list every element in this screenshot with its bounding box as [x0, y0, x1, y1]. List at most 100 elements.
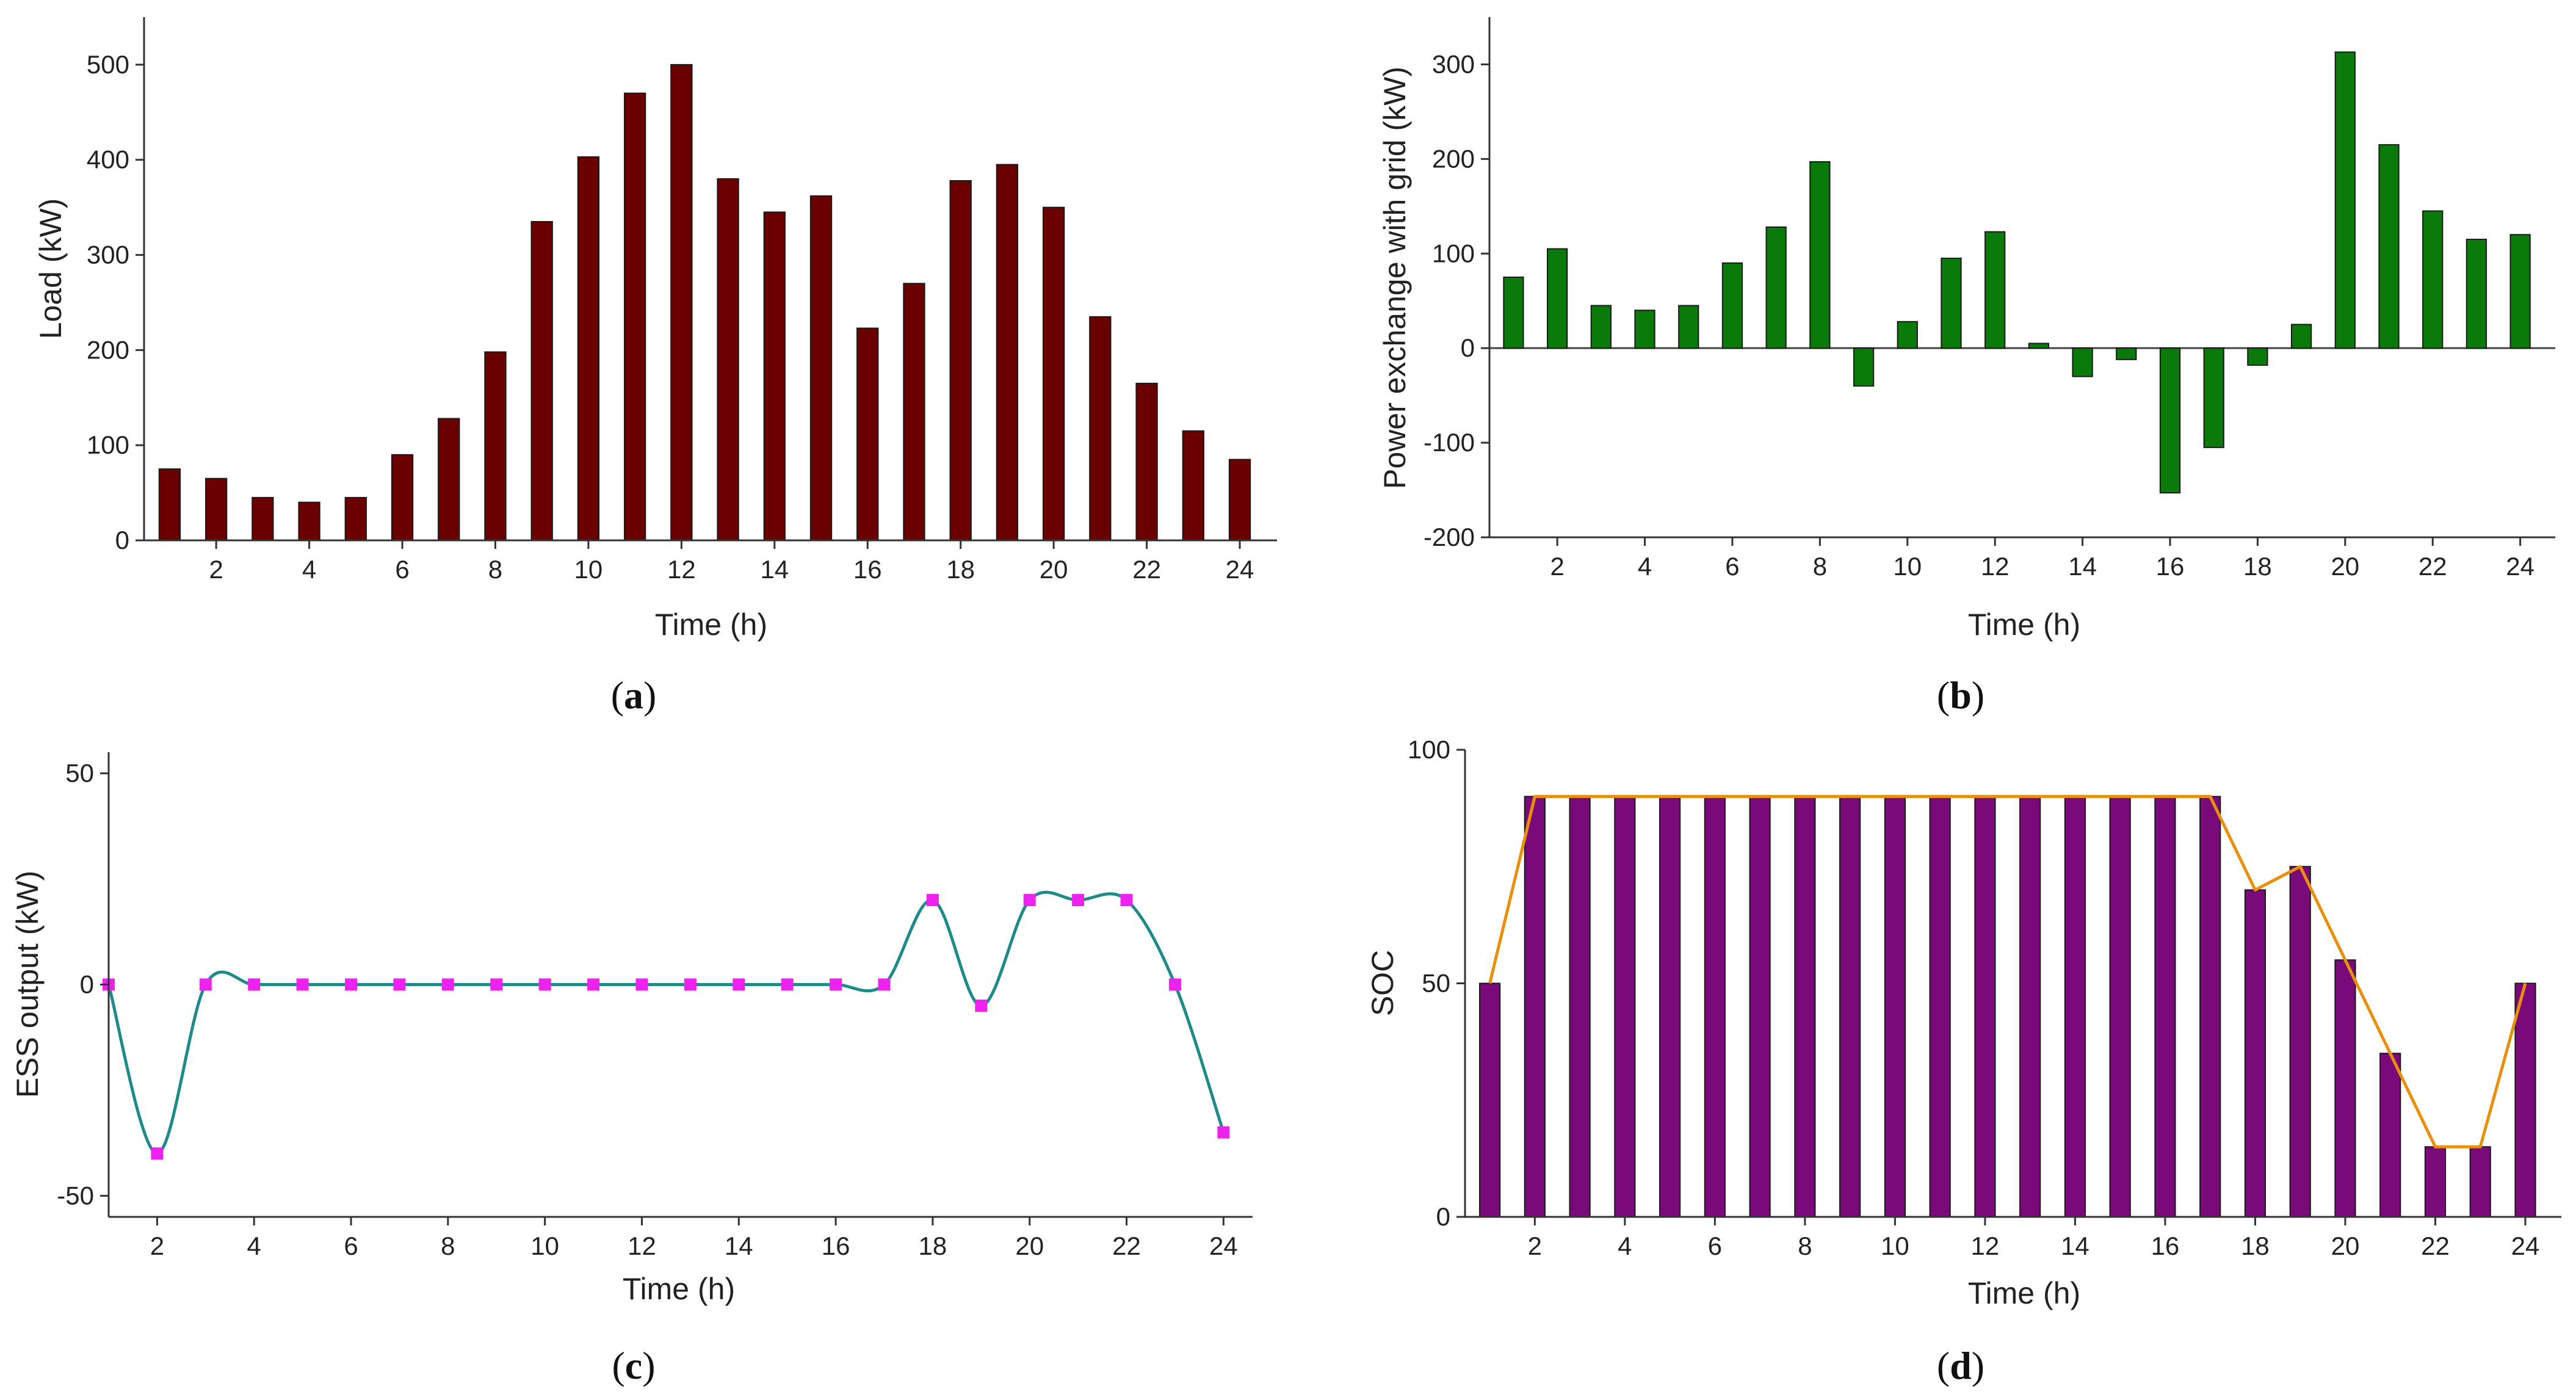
panel-a-xtick-label: 6	[395, 555, 409, 584]
panel-d-xtick-label: 20	[2331, 1232, 2360, 1260]
panel-b-bar	[2422, 210, 2444, 349]
panel-b-bar	[1984, 231, 2006, 349]
panel-a-xtick-label: 8	[488, 555, 502, 584]
panel-c-marker	[975, 1000, 988, 1012]
panel-c-marker	[345, 978, 358, 991]
panel-d-bar	[1478, 982, 1501, 1217]
panel-b-xtick-label: 16	[2156, 552, 2185, 581]
panel-b-bar	[2334, 51, 2356, 349]
panel-a-bar	[204, 477, 228, 542]
panel-c-marker	[1217, 1126, 1230, 1139]
panel-a-ylabel: Load (kW)	[34, 198, 68, 339]
panel-c-xtick-label: 10	[530, 1232, 559, 1260]
panel-d-xtick-label: 6	[1708, 1232, 1722, 1260]
panel-b-xtick-label: 20	[2331, 552, 2359, 581]
panel-d-bar	[2514, 982, 2536, 1217]
panel-a-xtick-label: 2	[209, 555, 223, 584]
panel-a-xtick-label: 14	[760, 555, 789, 584]
panel-a-bar	[577, 156, 600, 541]
panel-d-bar	[1749, 796, 1771, 1217]
panel-a-xtick-label: 22	[1132, 555, 1161, 584]
panel-a-bar	[1089, 316, 1112, 541]
panel-b-xtick-label: 10	[1893, 552, 1922, 581]
panel-c-xlabel: Time (h)	[623, 1272, 735, 1306]
panel-a-bar	[251, 496, 274, 542]
panel-c-marker	[684, 978, 696, 991]
panel-d-bar	[2199, 796, 2221, 1217]
panel-b-xtick-label: 2	[1550, 552, 1564, 581]
panel-a-bar	[438, 418, 460, 541]
panel-a-xtick-label: 12	[667, 555, 696, 584]
panel-a-bar	[344, 496, 367, 542]
panel-c-marker	[878, 978, 891, 991]
panel-d-bar	[2469, 1146, 2491, 1217]
panel-a-bar	[391, 454, 414, 541]
panel-d-xtick-label: 16	[2151, 1232, 2180, 1260]
panel-b-bar	[2290, 324, 2312, 349]
panel-b-ytick-label: -200	[1424, 523, 1475, 551]
panel-d-bar	[2154, 796, 2176, 1217]
panel-c-ylabel: ESS output (kW)	[10, 871, 45, 1098]
panel-d-bar	[2289, 866, 2311, 1217]
panel-b-bar	[2466, 239, 2487, 349]
panel-a-bar	[1228, 459, 1251, 542]
panel-c-marker	[781, 978, 794, 991]
panel-b-bar	[2378, 144, 2400, 349]
panel-c-ytick-label: 0	[80, 970, 94, 999]
panel-c-ytick-label: 50	[65, 759, 94, 788]
panel-b-bar	[2028, 343, 2050, 349]
panel-d-bar	[1659, 796, 1681, 1217]
panel-b-bar	[1590, 305, 1612, 349]
panel-a-ytick-label: 500	[87, 50, 129, 79]
panel-b-xtick-label: 24	[2506, 552, 2534, 581]
panel-c-marker	[199, 978, 212, 991]
panel-c-marker	[441, 978, 454, 991]
panel-a-xtick-label: 18	[946, 555, 975, 584]
panel-d-bar	[2379, 1053, 2401, 1217]
panel-b-xtick-label: 6	[1725, 552, 1739, 581]
panel-a-bar	[996, 164, 1019, 541]
panel-d-bar	[1929, 796, 1951, 1217]
panel-c-marker	[635, 978, 648, 991]
panel-a-caption-letter: a	[624, 673, 643, 717]
panel-b-bar	[2116, 347, 2137, 360]
panel-a-xtick-label: 16	[853, 555, 882, 584]
panel-d-bar	[1569, 796, 1591, 1217]
panel-b-xtick-label: 8	[1813, 552, 1827, 581]
panel-c-xtick-label: 4	[247, 1232, 261, 1260]
panel-b-xtick-label: 14	[2068, 552, 2097, 581]
panel-d-caption: (d)	[1937, 1344, 1984, 1387]
panel-d-caption-letter: d	[1950, 1344, 1972, 1387]
panel-a-bar	[530, 221, 553, 541]
panel-d-bar	[2334, 959, 2356, 1217]
panel-b-xtick-label: 12	[1981, 552, 2010, 581]
panel-c-xtick-label: 6	[344, 1232, 358, 1260]
panel-a-bar	[484, 351, 507, 541]
panel-a-bar	[623, 92, 646, 541]
panel-b-bar	[1853, 347, 1875, 387]
panel-b-ytick-label: 200	[1432, 144, 1475, 173]
panel-c-marker	[538, 978, 551, 991]
panel-d-xtick-label: 22	[2421, 1232, 2450, 1260]
panel-a-caption: (a)	[611, 673, 657, 717]
panel-d-bar	[1884, 796, 1906, 1217]
panel-d-ylabel: SOC	[1366, 950, 1400, 1016]
panel-b-bar	[2247, 347, 2268, 366]
panel-b-bar	[2203, 347, 2224, 448]
panel-c-xtick-label: 24	[1209, 1232, 1238, 1260]
panel-b-xtick-label: 18	[2243, 552, 2272, 581]
panel-c-marker	[1023, 894, 1036, 907]
panel-a-bar	[763, 211, 786, 542]
panel-a-ytick-label: 200	[87, 335, 129, 364]
panel-b-bar	[1941, 258, 1962, 349]
panel-a-bar	[670, 64, 693, 541]
panel-a-ytick-label: 300	[87, 241, 129, 269]
panel-d-bar	[1839, 796, 1861, 1217]
panel-d-soc-line	[1488, 795, 2527, 1148]
panel-c-marker	[151, 1147, 164, 1160]
panel-d-bar	[1974, 796, 1996, 1217]
panel-b-xtick-label: 4	[1638, 552, 1652, 581]
